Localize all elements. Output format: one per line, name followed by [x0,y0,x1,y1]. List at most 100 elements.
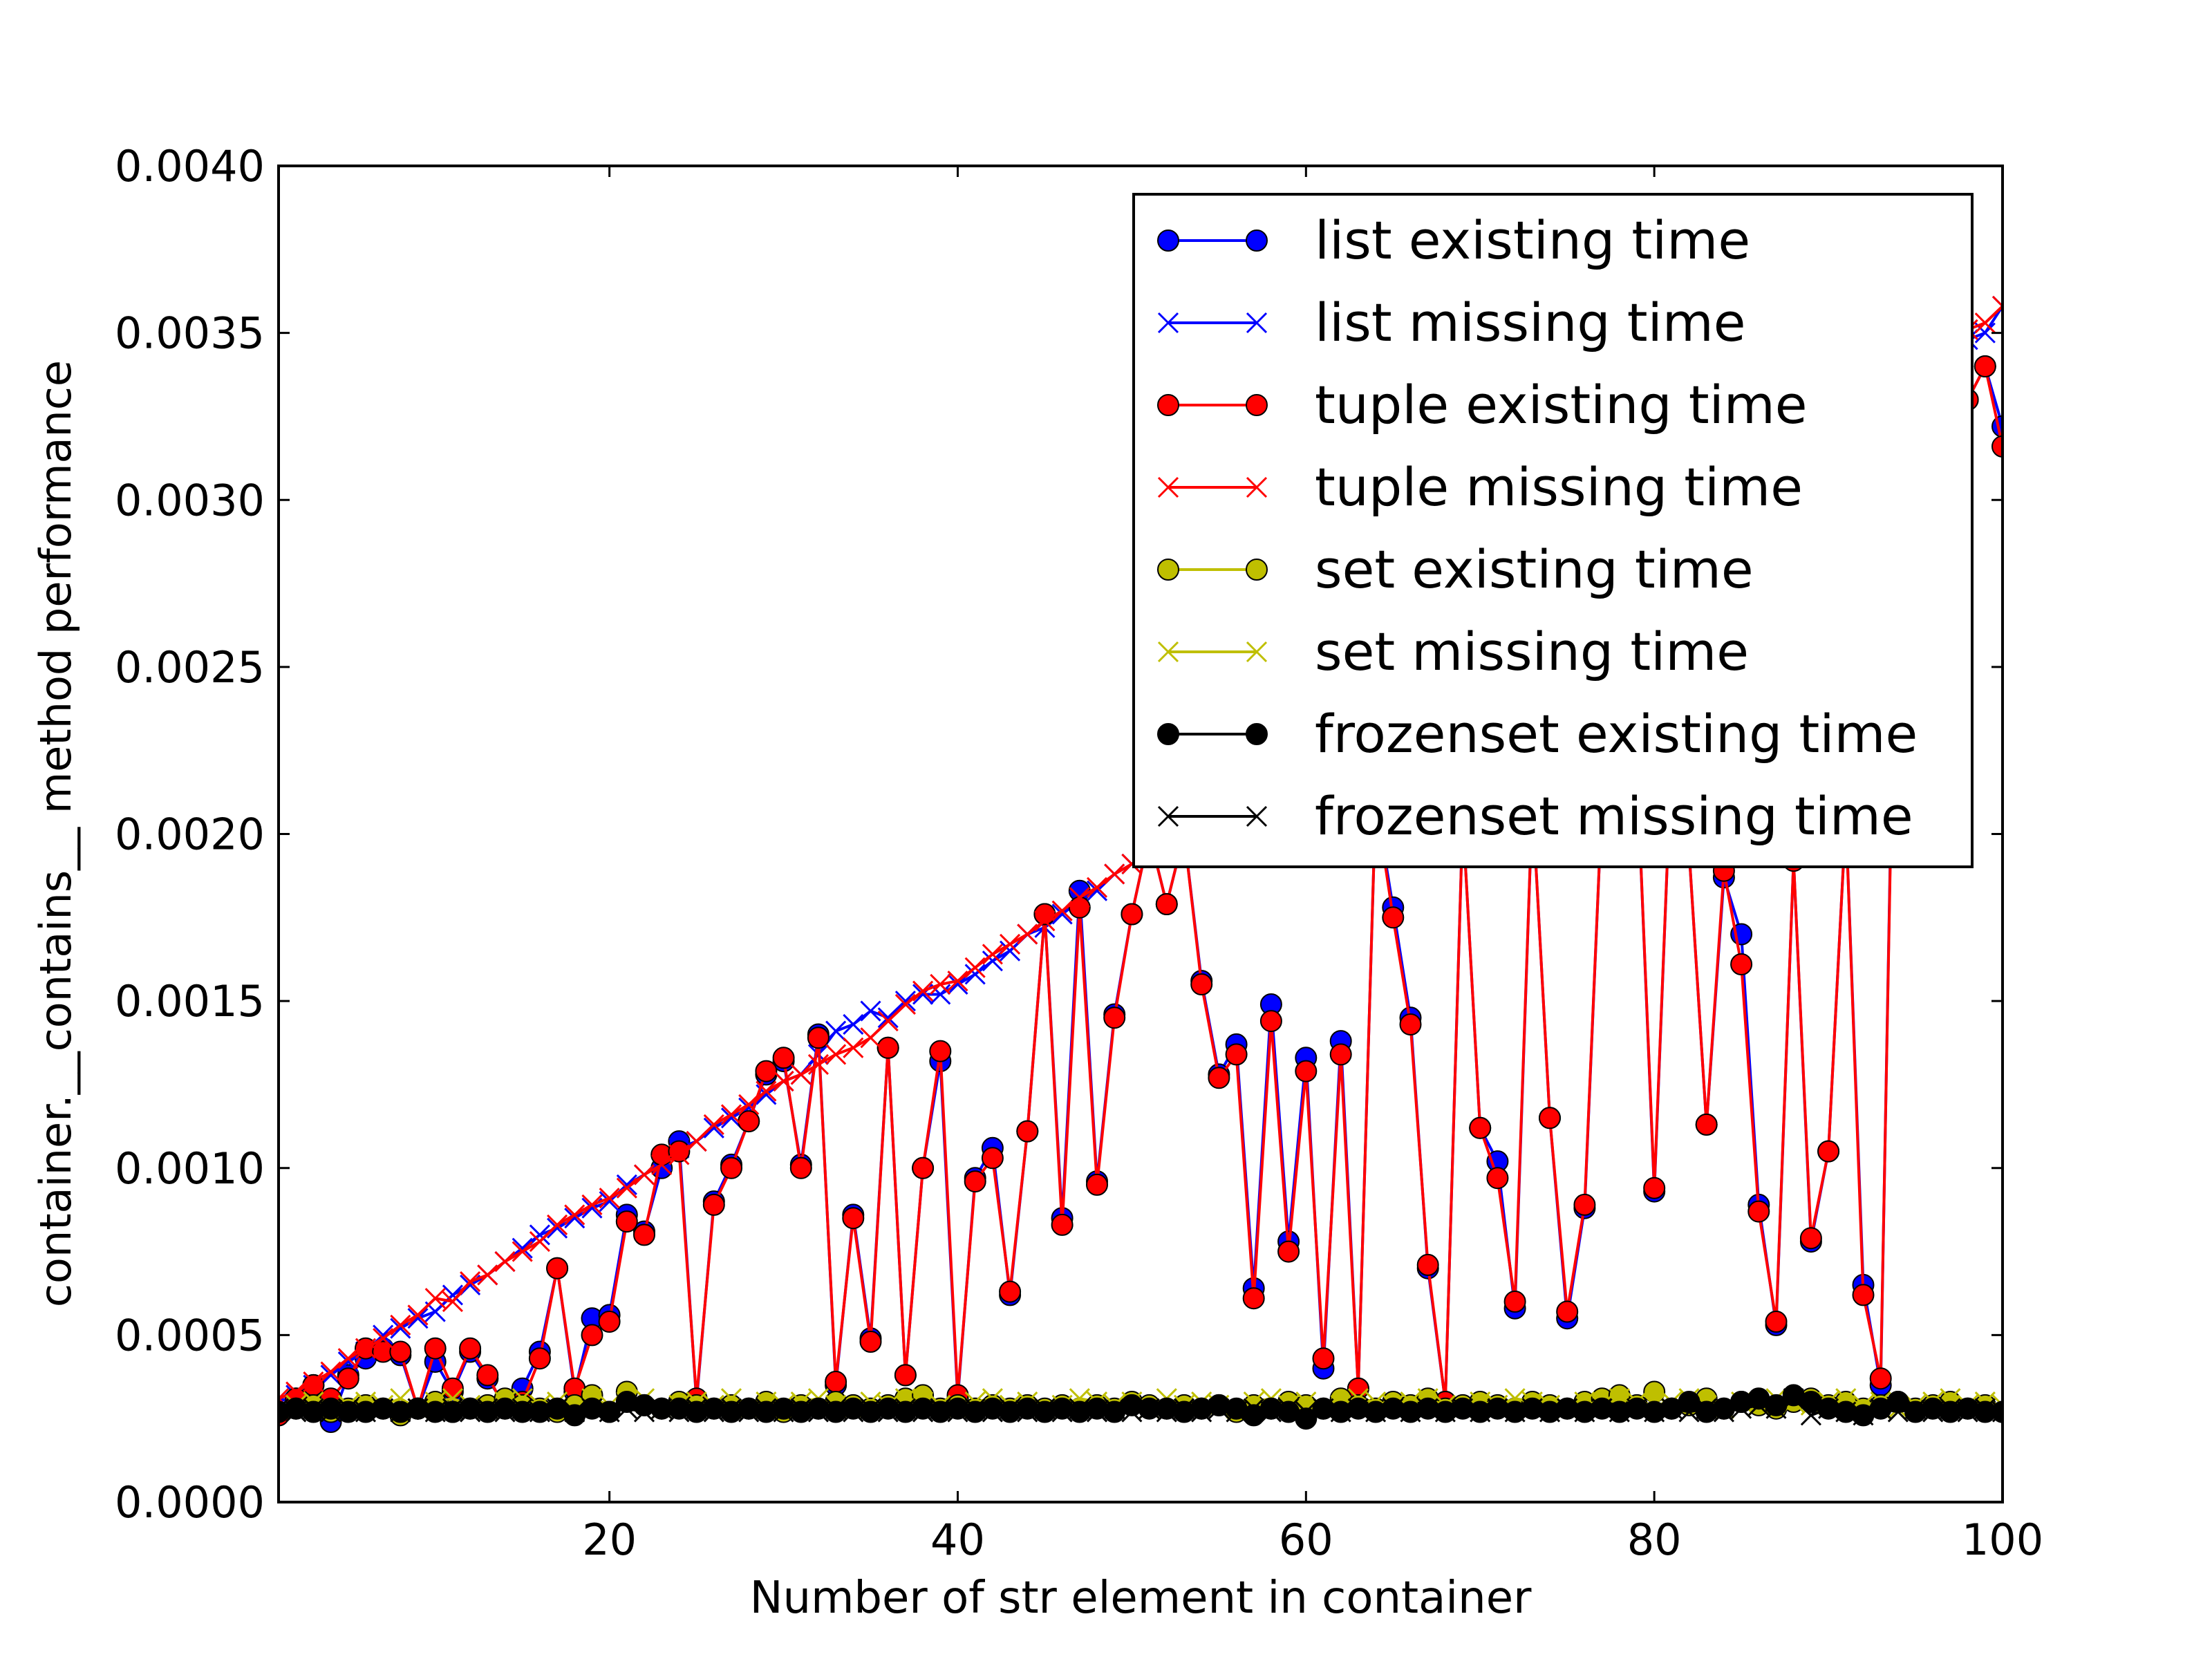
y-tick-label: 0.0025 [115,642,265,693]
data-point [1487,1398,1508,1419]
data-point [1557,1398,1578,1419]
data-point [1765,1311,1788,1333]
data-point [859,1331,882,1353]
data-point [512,1398,533,1419]
data-point [1329,1043,1352,1066]
data-point [843,1013,864,1035]
data-point [1155,893,1178,915]
data-point [773,1071,794,1092]
legend-swatch-marker [1157,559,1179,581]
data-point [599,1401,620,1423]
data-point [1853,1405,1874,1426]
data-point [303,1398,324,1419]
data-point [616,1398,637,1419]
data-point [1416,1253,1439,1276]
data-point [1399,1013,1422,1035]
data-point [528,1347,551,1370]
data-point [947,971,968,992]
data-point [1295,1060,1318,1082]
data-point [633,1164,655,1185]
y-tick-label: 0.0005 [115,1310,265,1360]
data-point [825,1398,847,1419]
data-point [1017,1401,1038,1423]
data-point [1887,1401,1909,1423]
data-point [1695,1113,1718,1136]
data-point [1991,1401,2003,1423]
data-point [1417,1398,1438,1419]
data-point [686,1398,707,1419]
data-point [1051,1213,1074,1236]
data-point [860,1000,881,1022]
data-point [842,1207,865,1230]
data-point [529,1401,550,1423]
data-point [1051,900,1073,921]
data-point [1870,1398,1891,1419]
data-point [1991,435,2003,458]
legend-entry: frozenset existing time [1157,703,1918,765]
legend-swatch-marker [1246,805,1268,827]
data-point [1800,1405,1821,1426]
data-point [616,1177,637,1199]
data-point [1259,1010,1282,1033]
data-point [790,1398,812,1419]
data-point [1852,1284,1875,1306]
data-point [790,1064,812,1085]
data-point [1626,1398,1648,1419]
data-point [1469,1116,1492,1139]
data-point [564,1401,585,1423]
legend-swatch-marker [1157,312,1179,334]
data-point [651,1154,673,1175]
data-point [1748,1394,1770,1416]
legend-swatch-marker [1246,476,1268,498]
legend-label: list existing time [1315,209,1750,271]
data-point [1295,1401,1317,1423]
legend-label: frozenset missing time [1315,785,1913,847]
data-point [390,1314,411,1335]
data-point [1539,1107,1561,1130]
data-point [1191,1401,1212,1423]
data-point [703,1114,724,1135]
data-point [1696,1398,1717,1419]
data-point [1277,1240,1300,1263]
data-point [1922,1401,1944,1423]
legend-label: frozenset existing time [1315,703,1918,765]
data-point [756,1398,777,1419]
data-point [1434,1401,1456,1423]
data-point [1869,1367,1892,1390]
data-point [912,1156,935,1179]
data-point [407,1398,429,1419]
data-point [668,1401,690,1423]
x-tick-label: 80 [1627,1515,1682,1565]
data-point [964,964,986,985]
data-point [1957,1401,1978,1423]
data-point [807,1401,830,1423]
data-point [320,1401,341,1423]
legend-swatch-marker [1157,229,1179,252]
data-point [460,1271,481,1293]
legend-label: tuple existing time [1315,374,1808,435]
data-point [1556,1300,1579,1323]
data-point [1313,1398,1334,1419]
data-point [1644,1401,1665,1423]
data-point [1470,1401,1491,1423]
data-point [1086,1401,1108,1423]
data-point [1765,1398,1787,1419]
data-point [1051,1401,1073,1423]
legend-swatch-marker [1246,394,1268,416]
legend-swatch-marker [1157,641,1179,663]
data-point [738,1401,760,1423]
series-line-frozenset-missing-time [279,1396,2003,1417]
data-point [1347,1398,1369,1419]
legend-swatch-marker [1246,312,1268,334]
legend-swatch-marker [1157,723,1179,745]
data-point [1278,1398,1300,1419]
data-point [1312,1347,1335,1370]
data-point [459,1337,482,1360]
data-point [738,1110,760,1133]
data-point [999,1398,1021,1419]
data-point [337,1398,359,1419]
data-point [1295,1407,1318,1430]
legend-box [1132,193,1974,868]
data-point [773,1401,794,1423]
data-point [1818,1398,1839,1419]
